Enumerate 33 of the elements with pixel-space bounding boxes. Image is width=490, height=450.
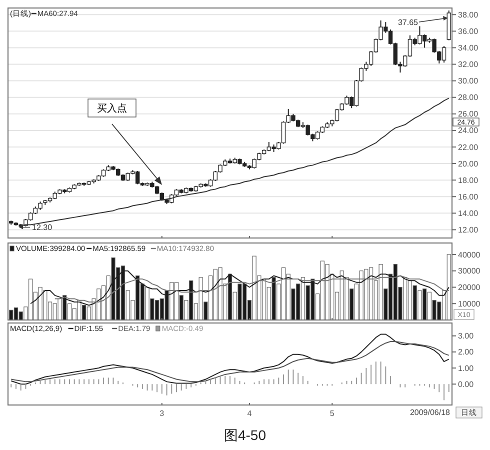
y-tick-label: 30.00	[458, 76, 479, 86]
y-tick-label: 1.00	[458, 364, 474, 373]
x-tick-label: 3	[160, 409, 165, 418]
y-tick-label: 38.00	[458, 10, 479, 20]
y-tick-label: 16.00	[458, 192, 479, 202]
text: 2009/06/18	[410, 408, 451, 417]
y-tick-label: 10000	[458, 299, 481, 308]
annotation: 12.30	[32, 223, 53, 232]
y-tick-label: 14.00	[458, 208, 479, 218]
caption: 图4-50	[224, 427, 266, 443]
y-tick-label: 20.00	[458, 159, 479, 168]
y-tick-label: 32.00	[458, 60, 479, 70]
y-tick-label: 28.00	[458, 93, 479, 102]
y-tick-label: 26.00	[458, 110, 479, 119]
line-series	[10, 334, 450, 385]
y-tick-label: 36.00	[458, 26, 479, 36]
y-tick-label: 22.00	[458, 142, 479, 152]
line-series	[10, 340, 450, 382]
y-tick-label: 18.00	[458, 176, 479, 185]
y-tick-label: 24.00	[458, 126, 479, 136]
annotation: 37.65	[398, 18, 419, 27]
y-tick-label: 34.00	[458, 44, 479, 53]
x-tick-label: 4	[247, 409, 252, 418]
y-tick-label: 0.00	[458, 380, 474, 389]
y-tick-label: 40000	[458, 250, 481, 260]
y-tick-label: 12.00	[458, 226, 479, 235]
annotation: 买入点	[97, 102, 127, 114]
x-tick-label: 5	[330, 409, 335, 418]
y-tick-label: 20000	[458, 283, 481, 292]
y-tick-label: 30000	[458, 266, 481, 276]
y-tick-label: 2.00	[458, 348, 474, 357]
y-tick-label: 3.00	[458, 332, 474, 341]
line-series	[54, 275, 450, 302]
